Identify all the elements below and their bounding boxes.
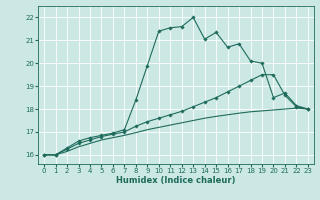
X-axis label: Humidex (Indice chaleur): Humidex (Indice chaleur) [116,176,236,185]
